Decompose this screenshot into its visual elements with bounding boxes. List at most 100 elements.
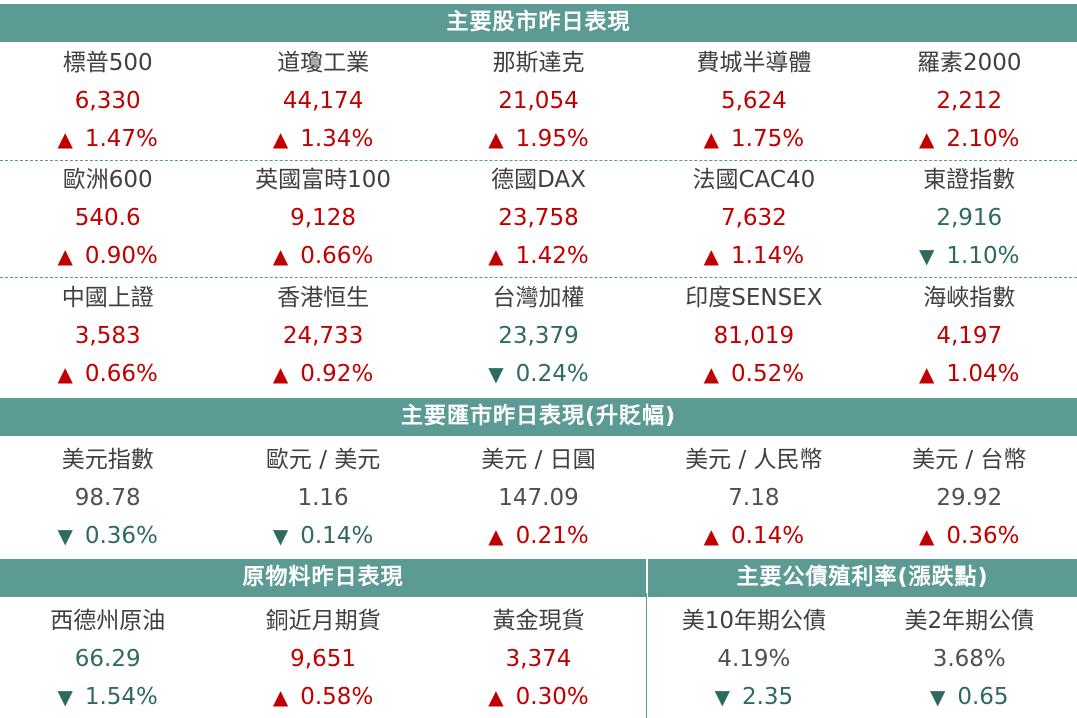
trend-arrow-icon: ▼ (57, 685, 73, 709)
trend-arrow-icon: ▲ (57, 127, 73, 151)
fx-change: ▼ 0.36% (0, 517, 215, 555)
stock-name: 中國上證 (61, 285, 154, 311)
trend-arrow-icon: ▼ (488, 362, 504, 386)
bond-yield: 3.68% (932, 646, 1006, 672)
fx-value: 29.92 (936, 485, 1003, 511)
commodity-change: ▲ 0.58% (215, 678, 430, 716)
stock-name: 台灣加權 (492, 285, 585, 311)
fx-name: 美元 / 人民幣 (685, 447, 823, 473)
stock-value: 4,197 (936, 323, 1003, 349)
trend-arrow-icon: ▲ (57, 244, 73, 268)
fx-value: 7.18 (728, 485, 780, 511)
stock-value: 81,019 (713, 323, 795, 349)
commodity-section-header: 原物料昨日表現 (0, 559, 646, 597)
bond-change: ▼ 0.65 (862, 678, 1077, 716)
stock-change: ▲ 0.66% (215, 237, 430, 275)
commodity-change: ▼ 1.54% (0, 678, 215, 716)
trend-arrow-icon: ▲ (272, 362, 289, 386)
fx-name: 美元指數 (61, 447, 154, 473)
stock-change: ▲ 1.42% (431, 237, 646, 275)
stock-name: 法國CAC40 (692, 167, 816, 193)
stock-group-europe-japan: 歐洲600 英國富時100 德國DAX 法國CAC40 東證指數 540.6 9… (0, 161, 1077, 278)
trend-arrow-icon: ▲ (488, 127, 504, 151)
stock-value: 6,330 (74, 88, 141, 114)
bond-change: ▼ 2.35 (646, 678, 861, 716)
stock-name: 英國富時100 (255, 167, 392, 193)
fx-value: 1.16 (297, 485, 349, 511)
fx-value: 98.78 (74, 485, 141, 511)
fx-change: ▼ 0.14% (215, 517, 430, 555)
commodity-value: 9,651 (290, 646, 357, 672)
trend-arrow-icon: ▼ (929, 685, 946, 709)
stock-value: 23,379 (498, 323, 579, 349)
stock-name: 東證指數 (923, 167, 1016, 193)
commodity-change: ▲ 0.30% (431, 678, 646, 716)
commodity-bond-group: 西德州原油 銅近月期貨 黃金現貨 美10年期公債 美2年期公債 66.29 9,… (0, 602, 1077, 718)
stock-value: 7,632 (720, 205, 787, 231)
stock-name: 那斯達克 (492, 50, 585, 76)
trend-arrow-icon: ▼ (714, 685, 730, 709)
trend-arrow-icon: ▲ (272, 127, 289, 151)
stock-value: 23,758 (498, 205, 579, 231)
stock-value: 3,583 (74, 323, 141, 349)
fx-group: 美元指數 歐元 / 美元 美元 / 日圓 美元 / 人民幣 美元 / 台幣 98… (0, 441, 1077, 557)
stock-value: 24,733 (282, 323, 364, 349)
trend-arrow-icon: ▲ (703, 524, 720, 548)
stock-group-us: 標普500 道瓊工業 那斯達克 費城半導體 羅素2000 6,330 44,17… (0, 44, 1077, 161)
bond-yield: 4.19% (717, 646, 791, 672)
stock-name: 德國DAX (491, 167, 586, 193)
stock-name: 海峽指數 (923, 285, 1016, 311)
stock-value: 9,128 (290, 205, 357, 231)
stock-value: 540.6 (74, 205, 141, 231)
fx-value: 147.09 (498, 485, 579, 511)
fx-change: ▲ 0.36% (862, 517, 1077, 555)
stock-change: ▲ 0.52% (646, 355, 861, 393)
fx-change: ▲ 0.14% (646, 517, 861, 555)
commodity-value: 66.29 (74, 646, 141, 672)
stock-change: ▲ 2.10% (862, 120, 1077, 158)
stock-change: ▼ 1.10% (862, 237, 1077, 275)
fx-name: 美元 / 台幣 (912, 447, 1027, 473)
trend-arrow-icon: ▲ (272, 244, 289, 268)
trend-arrow-icon: ▼ (57, 524, 73, 548)
stock-group-asia: 中國上證 香港恒生 台灣加權 印度SENSEX 海峽指數 3,583 24,73… (0, 279, 1077, 395)
fx-name: 歐元 / 美元 (265, 447, 381, 473)
trend-arrow-icon: ▼ (919, 244, 935, 268)
trend-arrow-icon: ▲ (488, 685, 504, 709)
fx-section-header: 主要匯市昨日表現(升貶幅) (0, 398, 1077, 436)
trend-arrow-icon: ▼ (272, 524, 289, 548)
stock-name: 歐洲600 (62, 167, 153, 193)
stock-change: ▲ 1.75% (646, 120, 861, 158)
fx-change: ▲ 0.21% (431, 517, 646, 555)
commodity-name: 黃金現貨 (492, 608, 585, 634)
trend-arrow-icon: ▲ (488, 524, 504, 548)
bond-name: 美2年期公債 (904, 608, 1035, 634)
stock-change: ▲ 1.34% (215, 120, 430, 158)
stock-change: ▲ 1.14% (646, 237, 861, 275)
section-divider (646, 555, 647, 718)
trend-arrow-icon: ▲ (272, 685, 289, 709)
trend-arrow-icon: ▲ (703, 362, 720, 386)
stock-change: ▲ 0.92% (215, 355, 430, 393)
stock-name: 香港恒生 (277, 285, 370, 311)
stock-change: ▲ 0.66% (0, 355, 215, 393)
trend-arrow-icon: ▲ (57, 362, 73, 386)
trend-arrow-icon: ▲ (919, 127, 935, 151)
trend-arrow-icon: ▲ (488, 244, 504, 268)
stock-value: 21,054 (498, 88, 579, 114)
stock-change: ▲ 0.90% (0, 237, 215, 275)
fx-name: 美元 / 日圓 (481, 447, 596, 473)
trend-arrow-icon: ▲ (703, 244, 720, 268)
bond-section-header: 主要公債殖利率(漲跌點) (648, 559, 1077, 597)
stock-value: 2,916 (936, 205, 1003, 231)
stock-name: 道瓊工業 (277, 50, 370, 76)
stock-change: ▼ 0.24% (431, 355, 646, 393)
stock-section-header: 主要股市昨日表現 (0, 4, 1077, 42)
stock-name: 羅素2000 (916, 50, 1022, 76)
bond-name: 美10年期公債 (681, 608, 826, 634)
commodity-value: 3,374 (505, 646, 572, 672)
stock-change: ▲ 1.95% (431, 120, 646, 158)
stock-value: 2,212 (936, 88, 1003, 114)
stock-value: 5,624 (720, 88, 787, 114)
stock-change: ▲ 1.04% (862, 355, 1077, 393)
